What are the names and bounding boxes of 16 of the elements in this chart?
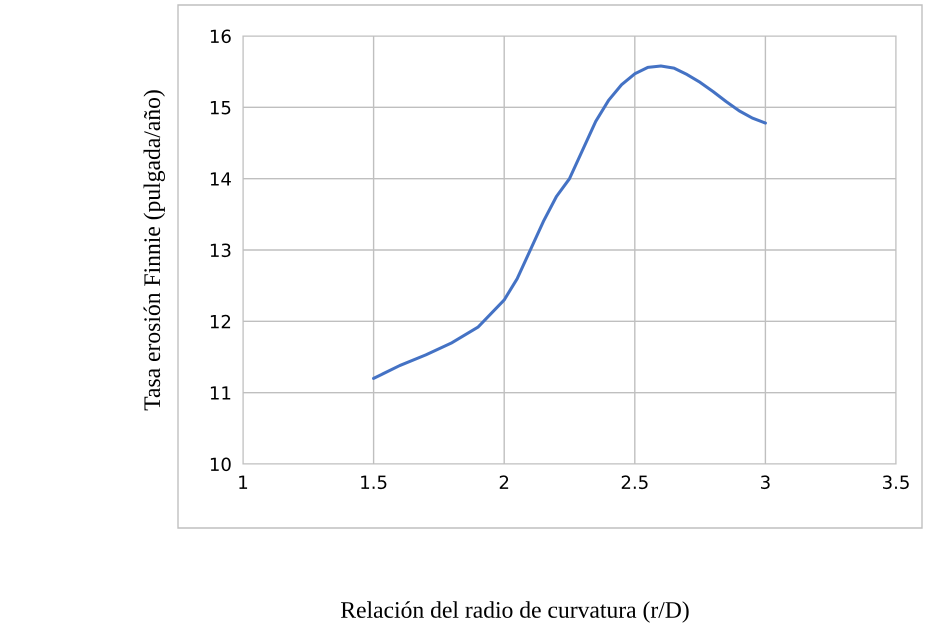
y-tick-label: 14	[210, 172, 231, 186]
y-tick-label: 15	[210, 101, 230, 114]
x-tick-label: 2.5	[622, 475, 648, 490]
x-tick-label: 2	[500, 475, 508, 489]
x-axis-title: Relación del radio de curvatura (r/D)	[340, 601, 689, 623]
y-axis-title: Tasa erosión Finnie (pulgada/año)	[143, 90, 165, 410]
x-tick-label: 3.5	[883, 475, 909, 490]
line-series	[372, 64, 767, 380]
y-tick-label: 16	[210, 29, 231, 44]
x-tick-label: 3	[761, 475, 770, 490]
x-tick-label: 1	[239, 476, 248, 489]
y-tick-label: 13	[210, 243, 230, 258]
y-tick-label: 10	[210, 457, 231, 472]
y-tick-label: 11	[210, 386, 230, 400]
y-tick-label: 12	[210, 314, 230, 328]
x-tick-label: 1.5	[361, 476, 386, 490]
